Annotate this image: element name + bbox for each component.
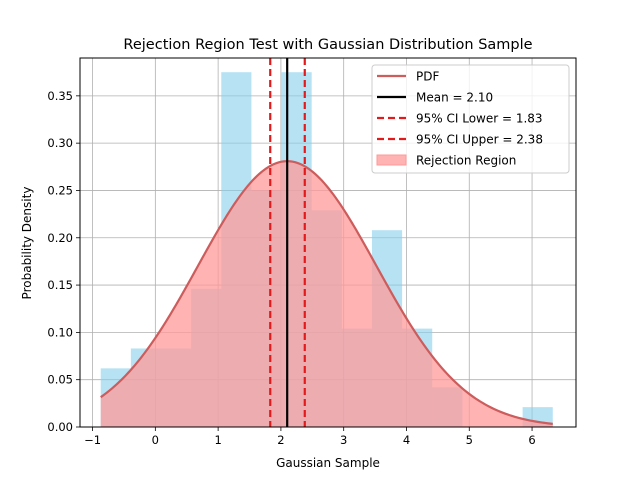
y-tick-label: 0.00: [47, 420, 73, 434]
y-tick-label: 0.35: [47, 89, 73, 103]
legend-label-pdf: PDF: [416, 70, 439, 84]
x-tick-label: 0: [152, 433, 159, 447]
chart-title: Rejection Region Test with Gaussian Dist…: [123, 37, 532, 53]
x-axis-ticks: −1 0 1 2 3 4 5 6: [84, 427, 536, 447]
y-tick-label: 0.25: [47, 183, 73, 197]
legend-label-mean: Mean = 2.10: [416, 91, 493, 105]
legend: PDF Mean = 2.10 95% CI Lower = 1.83 95% …: [371, 64, 570, 174]
y-tick-label: 0.20: [47, 231, 73, 245]
y-axis-label: Probability Density: [20, 187, 34, 300]
x-tick-label: 4: [403, 433, 410, 447]
legend-label-ci-upper: 95% CI Upper = 2.38: [416, 133, 543, 147]
legend-box: [371, 64, 570, 174]
plot-frame: [79, 57, 577, 428]
y-tick-label: 0.05: [47, 373, 73, 387]
x-tick-label: 1: [214, 433, 221, 447]
x-tick-label: 3: [340, 433, 347, 447]
legend-swatch-rejection-region: [376, 154, 407, 166]
legend-label-ci-lower: 95% CI Lower = 1.83: [416, 112, 543, 126]
x-tick-label: 6: [528, 433, 535, 447]
y-tick-label: 0.10: [47, 325, 73, 339]
y-tick-label: 0.30: [47, 136, 73, 150]
pdf-curve: [100, 160, 553, 425]
y-tick-label: 0.15: [47, 278, 73, 292]
x-tick-label: −1: [84, 433, 101, 447]
x-tick-label: 2: [277, 433, 284, 447]
y-axis-ticks: 0.00 0.05 0.10 0.15 0.20 0.25 0.30 0.35: [47, 89, 80, 434]
rejection-region-area: [100, 161, 553, 427]
x-axis-label: Gaussian Sample: [276, 456, 380, 470]
x-tick-label: 5: [466, 433, 473, 447]
legend-label-rejection-region: Rejection Region: [416, 154, 516, 168]
